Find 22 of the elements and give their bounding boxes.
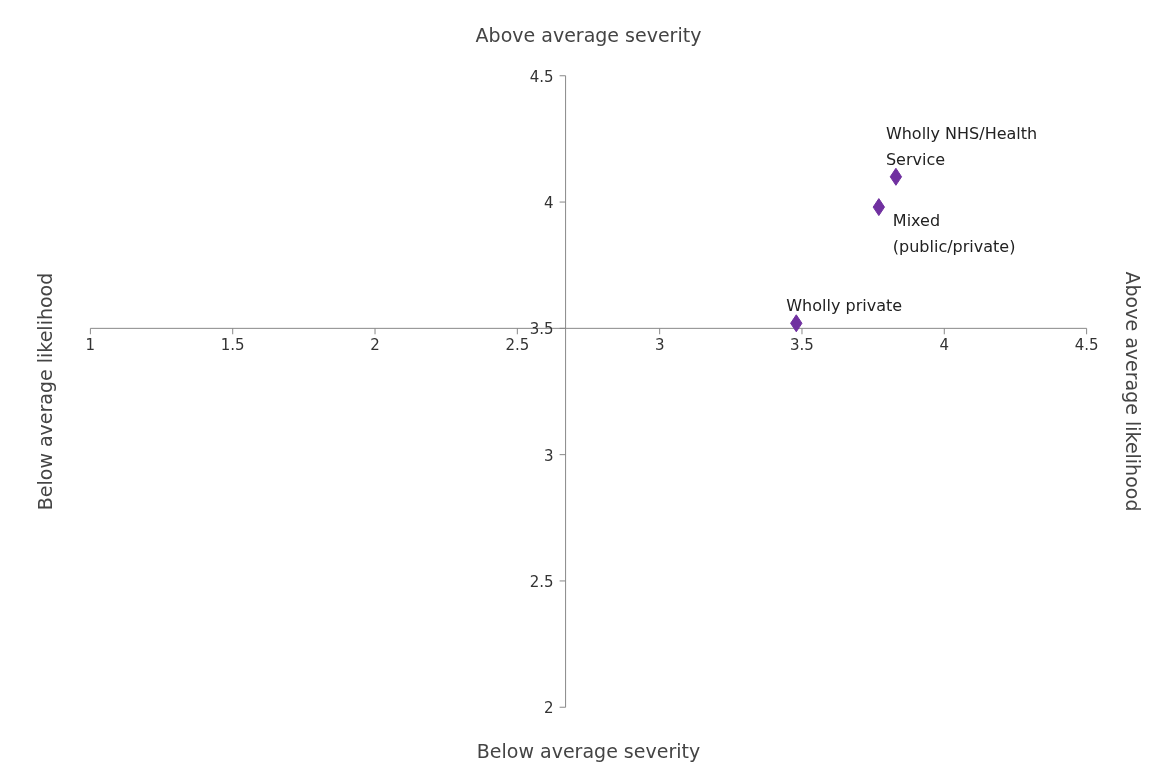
x-tick-label: 3 bbox=[654, 336, 665, 355]
chart-title: Above average severity bbox=[475, 23, 702, 46]
x-axis-title: Below average severity bbox=[476, 739, 701, 762]
y-axis-title: Below average likelihood bbox=[33, 272, 56, 511]
y-tick-label: 3 bbox=[544, 446, 554, 465]
annotation: Mixed (public/private) bbox=[892, 211, 1016, 256]
x-tick-label: 3.5 bbox=[790, 336, 814, 355]
x-tick-label: 2.5 bbox=[505, 336, 530, 355]
x-tick-label: 2 bbox=[370, 336, 380, 355]
annotation: Wholly NHS/Health Service bbox=[885, 124, 1038, 169]
y-tick-label: 2 bbox=[544, 699, 554, 718]
y-tick-label: 3.5 bbox=[529, 320, 554, 339]
x-tick-label: 1 bbox=[85, 336, 96, 355]
x-tick-label: 4 bbox=[939, 336, 950, 355]
y-tick-label: 4.5 bbox=[529, 67, 554, 86]
y2-axis-title: Above average likelihood bbox=[1121, 271, 1144, 512]
y-tick-label: 2.5 bbox=[529, 572, 554, 591]
y-tick-label: 4 bbox=[544, 194, 554, 213]
x-tick-label: 1.5 bbox=[220, 336, 245, 355]
annotation: Wholly private bbox=[786, 296, 903, 316]
point bbox=[889, 167, 903, 186]
x-tick-label: 4.5 bbox=[1074, 336, 1099, 355]
